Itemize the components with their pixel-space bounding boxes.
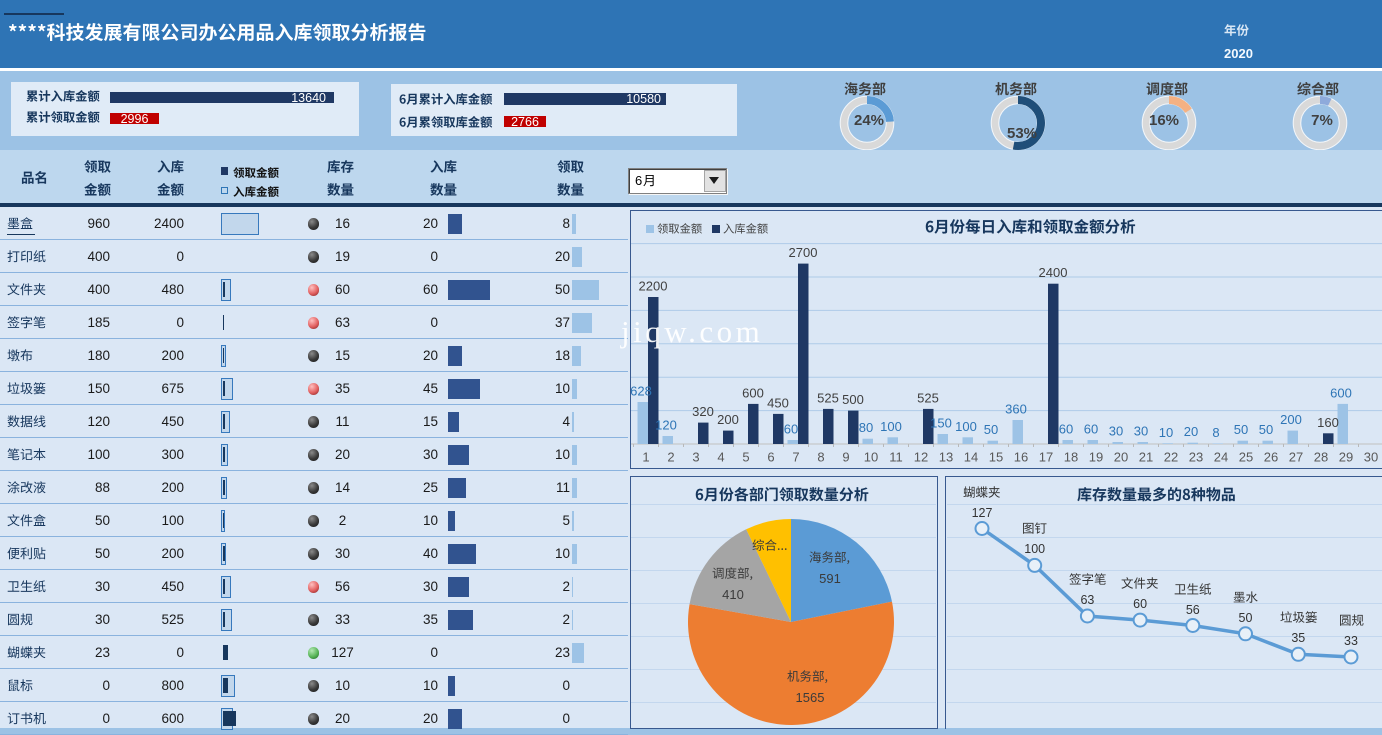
svg-text:23: 23	[1189, 450, 1203, 465]
svg-text:8: 8	[1212, 425, 1219, 440]
svg-text:30: 30	[1109, 424, 1123, 439]
svg-text:26: 26	[1264, 450, 1278, 465]
svg-text:2200: 2200	[639, 279, 668, 294]
svg-text:9: 9	[842, 450, 849, 465]
svg-text:18: 18	[1064, 450, 1078, 465]
svg-text:25: 25	[1239, 450, 1253, 465]
svg-text:28: 28	[1314, 450, 1328, 465]
svg-text:600: 600	[742, 385, 764, 400]
svg-text:1: 1	[642, 450, 649, 465]
svg-text:30: 30	[1134, 424, 1148, 439]
svg-text:5: 5	[742, 450, 749, 465]
svg-text:2700: 2700	[789, 245, 818, 260]
svg-text:29: 29	[1339, 450, 1353, 465]
svg-text:30: 30	[1364, 450, 1378, 465]
svg-text:60: 60	[784, 422, 798, 437]
svg-text:13: 13	[939, 450, 953, 465]
svg-text:7: 7	[792, 450, 799, 465]
svg-text:500: 500	[842, 392, 864, 407]
svg-text:200: 200	[717, 412, 739, 427]
svg-text:8: 8	[817, 450, 824, 465]
svg-text:20: 20	[1114, 450, 1128, 465]
svg-text:6: 6	[767, 450, 774, 465]
svg-text:60: 60	[1059, 422, 1073, 437]
svg-text:14: 14	[964, 450, 978, 465]
svg-text:80: 80	[859, 420, 873, 435]
svg-text:50: 50	[1234, 422, 1248, 437]
svg-text:21: 21	[1139, 450, 1153, 465]
svg-text:10: 10	[864, 450, 878, 465]
svg-text:2: 2	[667, 450, 674, 465]
svg-text:200: 200	[1280, 412, 1302, 427]
svg-text:60: 60	[1084, 422, 1098, 437]
svg-text:360: 360	[1005, 402, 1027, 417]
svg-text:2400: 2400	[1039, 265, 1068, 280]
svg-text:20: 20	[1184, 424, 1198, 439]
svg-text:525: 525	[917, 390, 939, 405]
svg-text:24: 24	[1214, 450, 1228, 465]
svg-text:27: 27	[1289, 450, 1303, 465]
svg-text:150: 150	[930, 416, 952, 431]
svg-text:4: 4	[717, 450, 724, 465]
svg-text:15: 15	[989, 450, 1003, 465]
svg-text:11: 11	[889, 450, 903, 465]
svg-text:17: 17	[1039, 450, 1053, 465]
svg-text:16: 16	[1014, 450, 1028, 465]
svg-text:450: 450	[767, 395, 789, 410]
svg-text:600: 600	[1330, 385, 1352, 400]
svg-text:50: 50	[1259, 422, 1273, 437]
svg-text:525: 525	[817, 390, 839, 405]
svg-text:160: 160	[1317, 415, 1339, 430]
svg-text:3: 3	[692, 450, 699, 465]
svg-text:10: 10	[1159, 425, 1173, 440]
svg-text:100: 100	[880, 419, 902, 434]
svg-text:22: 22	[1164, 450, 1178, 465]
svg-text:50: 50	[984, 422, 998, 437]
svg-text:120: 120	[655, 418, 677, 433]
svg-text:320: 320	[692, 404, 714, 419]
svg-text:628: 628	[630, 384, 652, 399]
svg-text:12: 12	[914, 450, 928, 465]
svg-text:100: 100	[955, 419, 977, 434]
svg-text:19: 19	[1089, 450, 1103, 465]
